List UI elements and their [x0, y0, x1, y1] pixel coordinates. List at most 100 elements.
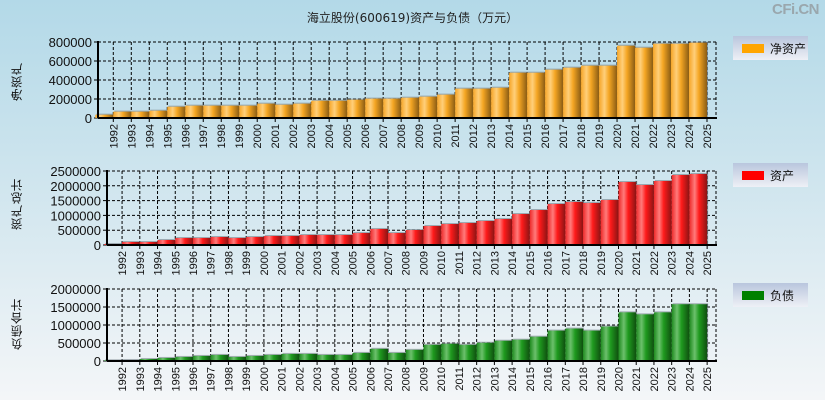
x-tick-label: 2023 — [667, 251, 679, 275]
x-tick-label: 2007 — [383, 251, 395, 275]
x-tick-label: 2008 — [401, 367, 413, 391]
legend-swatch-liabilities — [742, 290, 764, 300]
y-tick-label: 200000 — [49, 92, 92, 107]
legend-label-assets: 资产 — [770, 168, 795, 183]
chart-title: 海立股份(600619)资产与负债（万元） — [306, 11, 519, 25]
x-tick-label: 2009 — [414, 124, 426, 148]
bar-net-assets-2014 — [491, 87, 510, 118]
legend-net-assets: 净资产 — [733, 36, 808, 60]
x-tick-label: 2006 — [365, 367, 377, 391]
bar-net-assets-2000 — [239, 105, 258, 118]
bar-net-assets-2021 — [617, 45, 636, 118]
x-tick-label: 1993 — [126, 124, 138, 148]
x-tick-label: 2022 — [649, 367, 661, 391]
x-tick-label: 2023 — [667, 367, 679, 391]
x-tick-label: 1994 — [153, 367, 165, 391]
bar-net-assets-1996 — [167, 106, 186, 118]
x-tick-label: 2025 — [702, 124, 714, 148]
x-tick-label: 2014 — [507, 367, 519, 391]
x-tick-label: 2008 — [396, 124, 408, 148]
bar-net-assets-2006 — [347, 99, 366, 118]
y-tick-label: 0 — [85, 111, 92, 126]
bar-net-assets-2003 — [293, 103, 312, 118]
bar-net-assets-2020 — [599, 65, 618, 118]
x-tick-label: 2003 — [312, 251, 324, 275]
bar-total-liabilities-2011 — [441, 343, 459, 361]
x-tick-label: 1994 — [153, 251, 165, 275]
bar-total-assets-1993 — [122, 242, 140, 245]
x-tick-label: 2021 — [630, 124, 642, 148]
bar-net-assets-2005 — [329, 100, 348, 118]
x-tick-label: 2010 — [432, 124, 444, 148]
x-tick-label: 2012 — [472, 251, 484, 275]
bar-total-liabilities-2019 — [583, 330, 601, 361]
x-tick-label: 2018 — [578, 251, 590, 275]
x-tick-label: 2000 — [252, 124, 264, 148]
x-tick-label: 2023 — [666, 124, 678, 148]
x-tick-label: 1992 — [117, 251, 129, 275]
bar-total-liabilities-2016 — [529, 336, 548, 361]
bar-net-assets-2002 — [275, 104, 294, 118]
bar-total-liabilities-2020 — [600, 326, 619, 361]
bar-total-assets-2013 — [476, 220, 495, 245]
bar-total-liabilities-2002 — [281, 353, 300, 361]
bar-total-liabilities-1998 — [210, 354, 229, 361]
x-tick-label: 2003 — [306, 124, 318, 148]
x-tick-label: 1992 — [117, 367, 129, 391]
y-tick-label: 2000000 — [50, 179, 101, 194]
bar-total-assets-1999 — [228, 238, 247, 245]
bar-total-assets-2010 — [423, 225, 442, 245]
y-tick-label: 1500000 — [50, 300, 101, 315]
x-tick-label: 2004 — [330, 251, 342, 275]
bar-total-liabilities-2008 — [388, 352, 406, 361]
bar-total-assets-1997 — [192, 238, 211, 245]
x-tick-label: 1995 — [170, 367, 182, 391]
bar-total-liabilities-2005 — [334, 354, 353, 361]
bar-total-liabilities-2000 — [246, 355, 264, 361]
x-tick-label: 2011 — [450, 124, 462, 148]
x-tick-label: 2021 — [631, 367, 643, 391]
x-tick-label: 2013 — [486, 124, 498, 148]
bar-net-assets-2016 — [527, 72, 546, 118]
bar-total-assets-2021 — [618, 182, 637, 245]
x-tick-label: 2004 — [330, 367, 342, 391]
bar-total-assets-1996 — [175, 238, 193, 245]
x-tick-label: 2012 — [468, 124, 480, 148]
x-tick-label: 1994 — [144, 124, 156, 148]
x-tick-label: 2016 — [543, 251, 555, 275]
bar-net-assets-2015 — [509, 72, 528, 118]
y-tick-label: 2500000 — [50, 164, 101, 179]
legend-liabilities: 负债 — [733, 283, 808, 307]
y-tick-label: 1500000 — [50, 194, 101, 209]
x-tick-label: 2025 — [702, 367, 714, 391]
x-tick-label: 1993 — [135, 251, 147, 275]
x-tick-label: 2006 — [360, 124, 372, 148]
x-tick-label: 2014 — [507, 251, 519, 275]
x-tick-label: 2012 — [472, 367, 484, 391]
x-tick-label: 2013 — [489, 367, 501, 391]
x-tick-label: 2002 — [294, 251, 306, 275]
y-tick-label: 500000 — [58, 223, 101, 238]
bar-net-assets-1995 — [149, 110, 168, 118]
bar-total-assets-1995 — [157, 239, 176, 245]
x-tick-label: 2010 — [436, 251, 448, 275]
bar-net-assets-1997 — [185, 105, 204, 118]
bar-net-assets-2023 — [653, 43, 672, 118]
bar-total-assets-2005 — [334, 234, 353, 245]
bar-net-assets-1998 — [203, 105, 222, 118]
x-tick-label: 2004 — [324, 124, 336, 148]
x-tick-label: 2020 — [613, 367, 625, 391]
y-tick-label: 2000000 — [50, 282, 101, 297]
bar-net-assets-2017 — [545, 69, 564, 118]
bar-total-liabilities-2025 — [689, 304, 708, 361]
x-tick-label: 2024 — [684, 124, 696, 148]
bar-total-liabilities-2018 — [565, 328, 584, 361]
x-tick-label: 2015 — [525, 367, 537, 391]
bar-total-liabilities-2006 — [352, 352, 371, 361]
x-tick-label: 2009 — [418, 367, 430, 391]
bar-total-assets-2000 — [246, 237, 264, 245]
bar-total-assets-2022 — [636, 185, 654, 245]
bar-net-assets-2011 — [437, 94, 456, 118]
bar-total-liabilities-1999 — [228, 356, 247, 361]
